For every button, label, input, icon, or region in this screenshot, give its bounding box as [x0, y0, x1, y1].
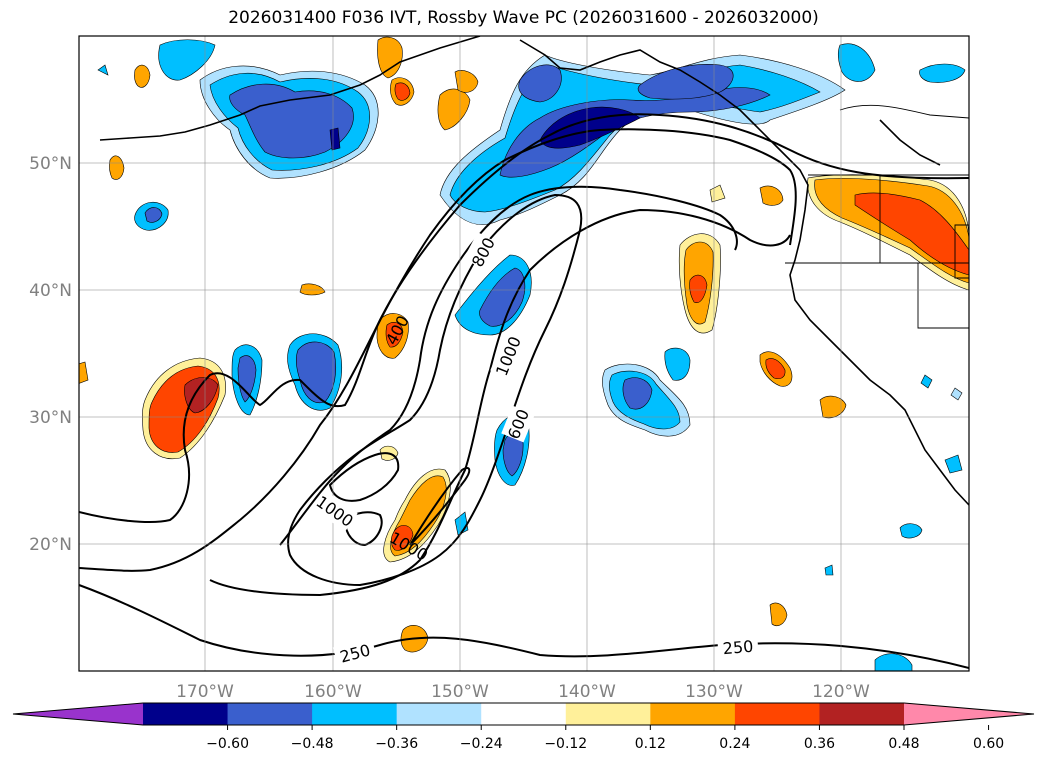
colorbar-bin [734, 703, 820, 725]
lat-label: 50°N [29, 154, 72, 174]
colorbar-tick-label: 0.48 [888, 736, 919, 752]
latitude-labels: 50°N 40°N 30°N 20°N [29, 154, 72, 555]
lon-label: 150°W [431, 682, 489, 702]
colorbar-outline [12, 702, 1035, 726]
colorbar-bin [396, 703, 482, 725]
contour-label: 250 [722, 637, 754, 659]
lat-label: 40°N [29, 281, 72, 301]
colorbar-bin [143, 703, 229, 725]
colorbar-bin [312, 703, 398, 725]
map-field: 800 400 1000 600 1000 1000 250 250 [79, 36, 969, 671]
lon-label: 120°W [812, 682, 870, 702]
colorbar-tick-label: 0.24 [719, 736, 750, 752]
political-borders [785, 104, 969, 329]
longitude-labels: 170°W 160°W 150°W 140°W 130°W 120°W [176, 682, 870, 702]
lon-label: 140°W [558, 682, 616, 702]
lon-label: 160°W [304, 682, 362, 702]
lat-label: 30°N [29, 408, 72, 428]
colorbar: −0.60 −0.48 −0.36 −0.24 −0.12 0.12 0.24 0.36 0.4… [12, 702, 1035, 752]
colorbar-tick-label: −0.12 [544, 736, 587, 752]
coastlines [99, 36, 969, 506]
colorbar-bin [227, 703, 313, 725]
lat-label: 20°N [29, 535, 72, 555]
colorbar-tick-label: −0.24 [460, 736, 503, 752]
map-gridlines [79, 36, 969, 671]
map-frame [78, 35, 970, 672]
colorbar-tick-label: −0.36 [375, 736, 418, 752]
colorbar-bin [481, 703, 567, 725]
colorbar-bin [565, 703, 651, 725]
lon-label: 130°W [685, 682, 743, 702]
colorbar-tick-label: −0.60 [206, 736, 249, 752]
colorbar-bin [650, 703, 736, 725]
colorbar-tick-label: 0.36 [804, 736, 835, 752]
negative-anomaly-patches [97, 39, 966, 671]
map-title: 2026031400 F036 IVT, Rossby Wave PC (202… [228, 8, 819, 28]
lon-label: 170°W [176, 682, 234, 702]
colorbar-bin [819, 703, 905, 725]
colorbar-tick-label: 0.60 [973, 736, 1004, 752]
colorbar-tick-label: −0.48 [291, 736, 334, 752]
colorbar-extend-high [904, 703, 1034, 725]
colorbar-tick-label: 0.12 [635, 736, 666, 752]
colorbar-extend-low [13, 703, 143, 725]
